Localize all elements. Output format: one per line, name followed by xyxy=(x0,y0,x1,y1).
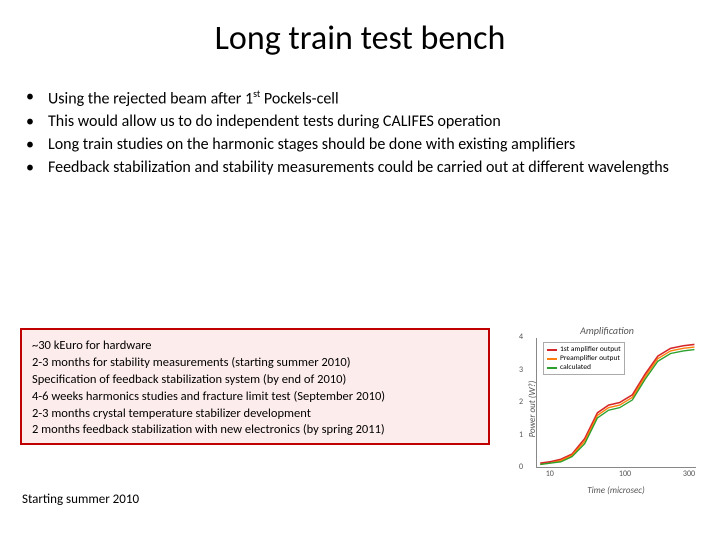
bullet-dot: • xyxy=(22,112,48,133)
legend-swatch xyxy=(547,358,557,360)
bullet-item: •Using the rejected beam after 1st Pocke… xyxy=(22,87,690,110)
legend-swatch xyxy=(547,367,557,369)
bullet-item: •Feedback stabilization and stability me… xyxy=(22,158,690,179)
chart-xtick: 100 xyxy=(619,469,631,479)
bullet-item: •This would allow us to do independent t… xyxy=(22,112,690,133)
chart-x-label: Time (microsec) xyxy=(536,485,696,496)
chart-title: Amplification xyxy=(508,324,706,337)
starting-note: Starting summer 2010 xyxy=(22,492,139,507)
bullet-text: Long train studies on the harmonic stage… xyxy=(48,135,690,156)
bullet-text: This would allow us to do independent te… xyxy=(48,112,690,133)
chart-ytick: 4 xyxy=(519,332,523,342)
legend-swatch xyxy=(547,349,557,351)
bullet-text: Feedback stabilization and stability mea… xyxy=(48,158,690,179)
chart-xtick: 300 xyxy=(683,469,695,479)
amplification-chart: Amplification Power out (W?) 1st amplifi… xyxy=(508,324,706,494)
bullet-item: •Long train studies on the harmonic stag… xyxy=(22,135,690,156)
cost-schedule-box: ~30 kEuro for hardware2-3 months for sta… xyxy=(20,328,490,445)
chart-ytick: 1 xyxy=(519,430,523,440)
chart-ytick: 3 xyxy=(519,365,523,375)
bullet-list: •Using the rejected beam after 1st Pocke… xyxy=(22,87,690,179)
box-line: ~30 kEuro for hardware xyxy=(32,338,478,355)
legend-item: calculated xyxy=(547,363,621,372)
box-line: 2 months feedback stabilization with new… xyxy=(32,422,478,439)
chart-ytick: 2 xyxy=(519,397,523,407)
box-line: 2-3 months for stability measurements (s… xyxy=(32,355,478,372)
legend-item: Preamplifier output xyxy=(547,354,621,363)
legend-item: 1st amplifier output xyxy=(547,345,621,354)
page-title: Long train test bench xyxy=(0,18,720,59)
bullet-dot: • xyxy=(22,158,48,179)
legend-label: calculated xyxy=(560,363,591,372)
bullet-dot: • xyxy=(22,135,48,156)
box-line: 4-6 weeks harmonics studies and fracture… xyxy=(32,389,478,406)
chart-legend: 1st amplifier outputPreamplifier outputc… xyxy=(543,342,625,375)
chart-xtick: 10 xyxy=(546,469,554,479)
chart-plot-area: 1st amplifier outputPreamplifier outputc… xyxy=(536,338,696,468)
legend-label: 1st amplifier output xyxy=(560,345,621,354)
chart-ytick: 0 xyxy=(519,462,523,472)
bullet-text: Using the rejected beam after 1st Pockel… xyxy=(48,87,690,110)
box-line: Specification of feedback stabilization … xyxy=(32,372,478,389)
box-line: 2-3 months crystal temperature stabilize… xyxy=(32,406,478,423)
bullet-dot: • xyxy=(22,87,48,108)
legend-label: Preamplifier output xyxy=(560,354,620,363)
